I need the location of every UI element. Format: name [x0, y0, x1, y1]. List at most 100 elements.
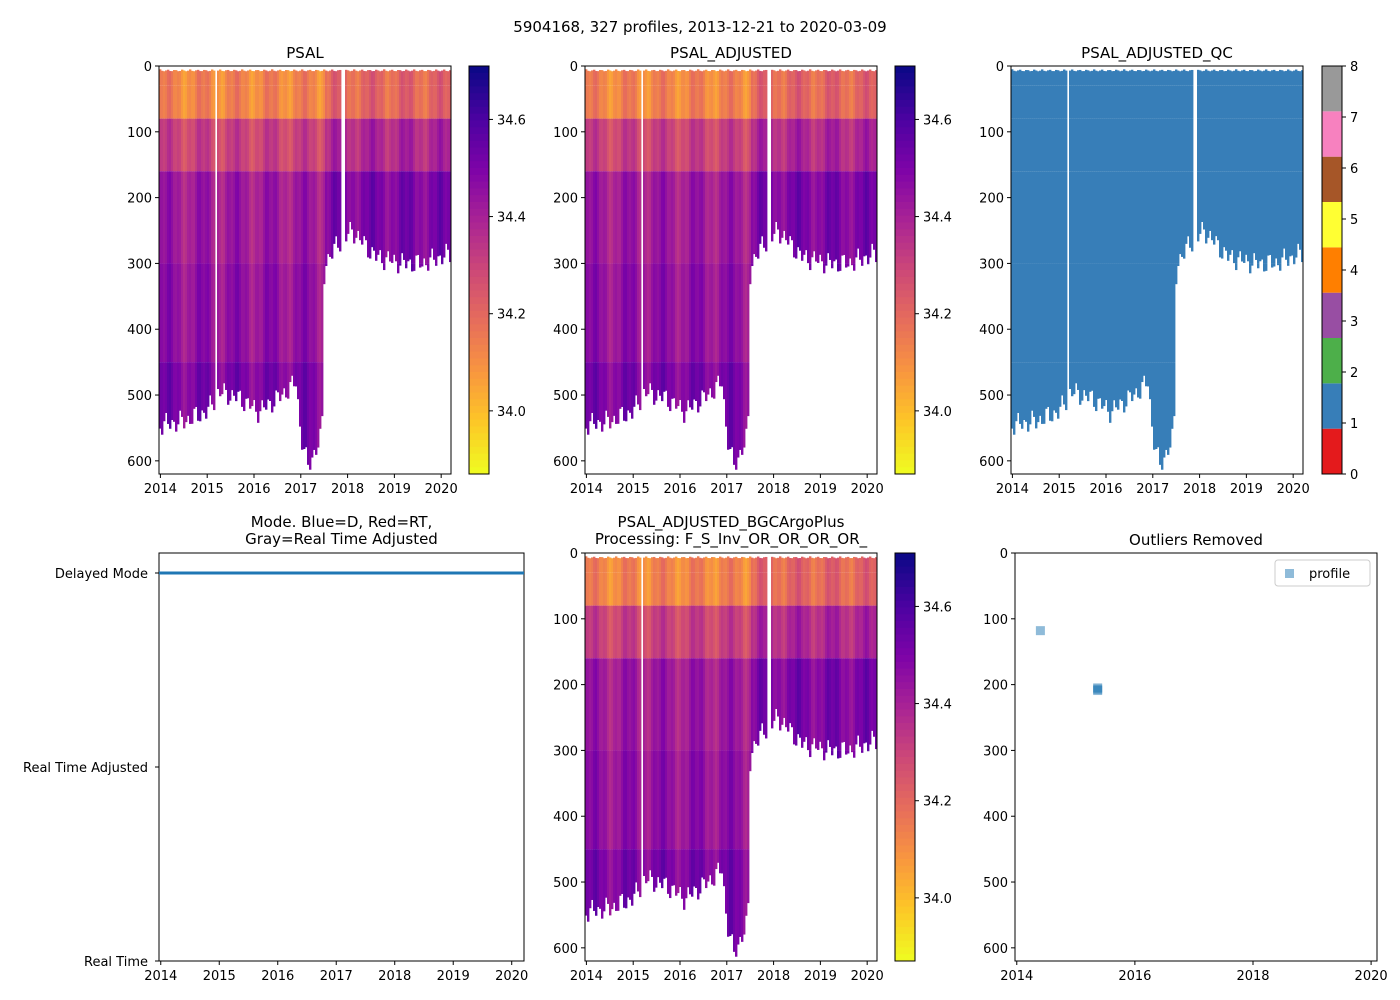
- salinity-cell: [843, 605, 846, 659]
- qc-cell: [1225, 85, 1228, 119]
- salinity-cell: [185, 263, 188, 363]
- qc-cell: [1159, 263, 1162, 363]
- salinity-cell: [601, 85, 604, 119]
- salinity-cell: [667, 849, 670, 894]
- salinity-cell: [625, 658, 628, 751]
- salinity-cell: [871, 605, 874, 659]
- qc-cell: [1103, 362, 1106, 407]
- salinity-cell: [597, 71, 600, 86]
- salinity-cell: [875, 658, 877, 750]
- salinity-cell: [595, 750, 598, 850]
- qc-cell: [1207, 70, 1210, 86]
- salinity-cell: [757, 572, 760, 606]
- qc-cell: [1279, 171, 1282, 264]
- qc-cell: [1173, 263, 1176, 363]
- salinity-cell: [723, 658, 726, 751]
- salinity-cell: [671, 849, 674, 886]
- salinity-cell: [629, 171, 632, 264]
- salinity-cell: [837, 605, 840, 659]
- qc-cell: [1023, 71, 1026, 86]
- salinity-cell: [613, 658, 616, 751]
- salinity-cell: [753, 558, 756, 573]
- salinity-cell: [869, 605, 872, 659]
- salinity-cell: [373, 85, 376, 119]
- salinity-cell: [751, 85, 754, 119]
- salinity-cell: [849, 118, 852, 172]
- salinity-cell: [313, 118, 316, 172]
- salinity-cell: [417, 118, 420, 172]
- salinity-cell: [615, 605, 618, 659]
- salinity-cell: [161, 85, 164, 119]
- salinity-cell: [325, 118, 328, 172]
- salinity-cell: [701, 118, 704, 172]
- salinity-cell: [377, 118, 380, 172]
- salinity-cell: [805, 658, 808, 738]
- salinity-cell: [635, 70, 638, 86]
- salinity-cell: [871, 70, 874, 86]
- salinity-cell: [663, 750, 666, 850]
- salinity-cell: [759, 118, 762, 172]
- salinity-cell: [691, 85, 694, 119]
- salinity-cell: [287, 70, 290, 86]
- salinity-cell: [631, 263, 634, 363]
- salinity-cell: [747, 263, 750, 363]
- colorbar-segment: [469, 79, 489, 87]
- qc-cell: [1127, 171, 1130, 264]
- salinity-cell: [713, 605, 716, 659]
- salinity-cell: [867, 557, 870, 573]
- qc-cell: [1061, 118, 1064, 172]
- salinity-cell: [863, 118, 866, 172]
- salinity-cell: [283, 85, 286, 119]
- salinity-cell: [261, 362, 264, 401]
- salinity-cell: [709, 605, 712, 659]
- qc-cell: [1053, 118, 1056, 172]
- salinity-cell: [743, 750, 746, 850]
- salinity-cell: [387, 85, 390, 119]
- salinity-cell: [663, 85, 666, 119]
- salinity-cell: [669, 171, 672, 264]
- salinity-cell: [409, 171, 412, 260]
- salinity-cell: [711, 572, 714, 606]
- salinity-cell: [739, 362, 742, 450]
- salinity-cell: [825, 263, 828, 266]
- salinity-cell: [693, 71, 696, 86]
- salinity-cell: [845, 572, 848, 606]
- salinity-cell: [229, 171, 232, 264]
- salinity-cell: [677, 171, 680, 264]
- salinity-cell: [173, 362, 176, 422]
- salinity-cell: [667, 118, 670, 172]
- salinity-cell: [749, 118, 752, 172]
- salinity-cell: [859, 171, 862, 260]
- salinity-cell: [237, 263, 240, 363]
- salinity-cell: [655, 849, 658, 888]
- salinity-cell: [699, 70, 702, 86]
- qc-cell: [1031, 362, 1034, 411]
- qc-cell: [1095, 70, 1098, 86]
- salinity-cell: [321, 118, 324, 172]
- salinity-cell: [759, 171, 762, 244]
- salinity-cell: [367, 118, 370, 172]
- colorbar-segment: [895, 399, 915, 407]
- salinity-cell: [853, 750, 856, 758]
- colorbar-segment: [469, 433, 489, 441]
- qc-cell: [1091, 118, 1094, 172]
- salinity-cell: [605, 118, 608, 172]
- salinity-cell: [175, 70, 178, 86]
- salinity-cell: [683, 118, 686, 172]
- salinity-cell: [297, 263, 300, 363]
- qc-cell: [1053, 362, 1056, 411]
- salinity-cell: [619, 171, 622, 264]
- salinity-cell: [867, 658, 870, 751]
- salinity-cell: [301, 69, 304, 86]
- salinity-cell: [597, 171, 600, 264]
- qc-cell: [1237, 118, 1240, 172]
- salinity-cell: [721, 362, 724, 387]
- salinity-cell: [827, 658, 830, 741]
- qc-cell: [1059, 85, 1062, 119]
- salinity-cell: [333, 70, 336, 86]
- qc-cell: [1095, 362, 1098, 412]
- salinity-cell: [773, 171, 776, 234]
- salinity-cell: [717, 263, 720, 363]
- salinity-cell: [659, 605, 662, 659]
- salinity-cell: [319, 118, 322, 172]
